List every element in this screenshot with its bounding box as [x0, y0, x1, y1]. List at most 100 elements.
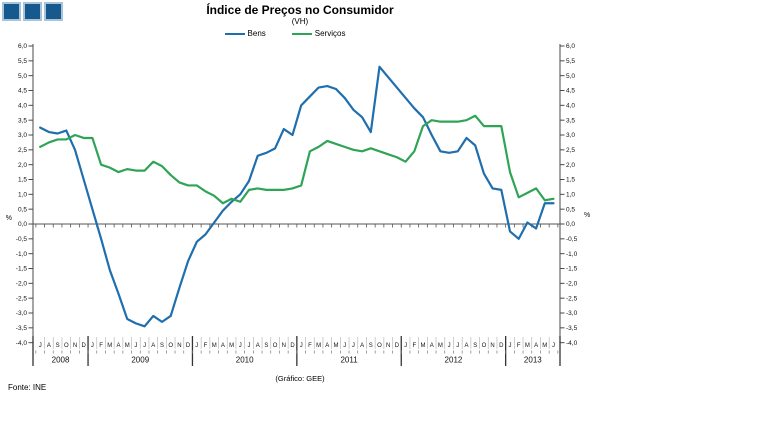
- svg-text:-4,0: -4,0: [566, 340, 578, 347]
- svg-text:O: O: [482, 343, 487, 349]
- svg-text:M: M: [421, 343, 426, 349]
- svg-text:M: M: [212, 343, 217, 349]
- svg-text:-3,0: -3,0: [566, 310, 578, 317]
- legend-item-bens: Bens: [224, 29, 266, 38]
- svg-text:O: O: [64, 343, 69, 349]
- svg-text:O: O: [273, 343, 278, 349]
- svg-text:A: A: [360, 343, 364, 349]
- svg-text:J: J: [143, 343, 146, 349]
- credit-note: (Gráfico: GEE): [275, 374, 325, 383]
- svg-text:J: J: [39, 343, 42, 349]
- svg-text:N: N: [282, 343, 286, 349]
- svg-text:M: M: [334, 343, 339, 349]
- svg-text:-2,5: -2,5: [566, 295, 578, 302]
- svg-text:3,5: 3,5: [566, 117, 575, 124]
- legend-label-servicos: Serviços: [314, 29, 346, 38]
- svg-text:-2,5: -2,5: [16, 295, 28, 302]
- svg-text:S: S: [369, 343, 373, 349]
- svg-text:2010: 2010: [236, 356, 254, 365]
- svg-text:2011: 2011: [340, 356, 358, 365]
- svg-text:6,0: 6,0: [566, 43, 575, 50]
- svg-text:2013: 2013: [524, 356, 542, 365]
- svg-text:3,0: 3,0: [18, 132, 27, 139]
- svg-text:A: A: [430, 343, 434, 349]
- svg-text:S: S: [473, 343, 477, 349]
- svg-text:0,0: 0,0: [566, 221, 575, 228]
- logo-square: [2, 2, 21, 21]
- chart-subtitle: (VH): [291, 17, 309, 26]
- svg-text:0,0: 0,0: [18, 221, 27, 228]
- svg-text:3,0: 3,0: [566, 132, 575, 139]
- svg-text:F: F: [204, 343, 208, 349]
- svg-text:J: J: [509, 343, 512, 349]
- svg-text:5,5: 5,5: [18, 58, 27, 65]
- svg-text:2008: 2008: [52, 356, 70, 365]
- svg-text:4,5: 4,5: [18, 88, 27, 95]
- svg-text:-2,0: -2,0: [16, 281, 28, 288]
- svg-text:-1,5: -1,5: [566, 266, 578, 273]
- svg-text:J: J: [300, 343, 303, 349]
- svg-text:-4,0: -4,0: [16, 340, 28, 347]
- zero-axis: [33, 223, 560, 228]
- svg-text:J: J: [91, 343, 94, 349]
- bens-line-swatch: [224, 32, 245, 35]
- svg-text:N: N: [490, 343, 494, 349]
- svg-text:A: A: [534, 343, 538, 349]
- svg-text:-1,0: -1,0: [16, 251, 28, 258]
- svg-text:D: D: [186, 343, 191, 349]
- svg-text:J: J: [239, 343, 242, 349]
- svg-text:S: S: [264, 343, 268, 349]
- svg-text:2009: 2009: [131, 356, 149, 365]
- chart-legend: Bens Serviços: [0, 29, 570, 38]
- svg-text:-1,5: -1,5: [16, 266, 28, 273]
- svg-text:2,0: 2,0: [566, 162, 575, 169]
- legend-item-servicos: Serviços: [291, 29, 346, 38]
- svg-text:2,5: 2,5: [566, 147, 575, 154]
- series-servicos: [39, 114, 555, 205]
- svg-text:J: J: [195, 343, 198, 349]
- chart-title: Índice de Preços no Consumidor: [206, 3, 394, 17]
- source-note: Fonte: INE: [8, 383, 47, 392]
- svg-text:F: F: [412, 343, 416, 349]
- svg-text:%: %: [584, 212, 590, 219]
- svg-text:2012: 2012: [445, 356, 463, 365]
- svg-text:F: F: [308, 343, 312, 349]
- svg-text:-0,5: -0,5: [16, 236, 28, 243]
- svg-text:1,0: 1,0: [18, 192, 27, 199]
- svg-text:0,5: 0,5: [566, 206, 575, 213]
- svg-text:5,0: 5,0: [566, 73, 575, 80]
- svg-text:J: J: [404, 343, 407, 349]
- legend-label-bens: Bens: [247, 29, 266, 38]
- svg-text:S: S: [56, 343, 60, 349]
- svg-text:D: D: [290, 343, 295, 349]
- svg-text:4,0: 4,0: [566, 103, 575, 110]
- svg-text:S: S: [160, 343, 164, 349]
- svg-text:-1,0: -1,0: [566, 251, 578, 258]
- svg-text:%: %: [6, 215, 12, 222]
- svg-text:J: J: [448, 343, 451, 349]
- svg-text:5,0: 5,0: [18, 73, 27, 80]
- svg-text:D: D: [395, 343, 400, 349]
- svg-text:6,0: 6,0: [18, 43, 27, 50]
- svg-text:J: J: [352, 343, 355, 349]
- servicos-line-swatch: [291, 32, 312, 35]
- svg-text:O: O: [168, 343, 173, 349]
- svg-text:F: F: [517, 343, 521, 349]
- series-bens: [39, 65, 555, 328]
- svg-text:J: J: [343, 343, 346, 349]
- svg-text:1,5: 1,5: [566, 177, 575, 184]
- svg-text:A: A: [47, 343, 51, 349]
- svg-text:-3,5: -3,5: [566, 325, 578, 332]
- svg-text:4,0: 4,0: [18, 103, 27, 110]
- logo-square: [44, 2, 63, 21]
- svg-text:A: A: [221, 343, 225, 349]
- svg-text:N: N: [177, 343, 181, 349]
- svg-text:-0,5: -0,5: [566, 236, 578, 243]
- svg-text:A: A: [464, 343, 468, 349]
- svg-text:4,5: 4,5: [566, 88, 575, 95]
- svg-text:M: M: [525, 343, 530, 349]
- svg-text:M: M: [229, 343, 234, 349]
- svg-text:D: D: [499, 343, 504, 349]
